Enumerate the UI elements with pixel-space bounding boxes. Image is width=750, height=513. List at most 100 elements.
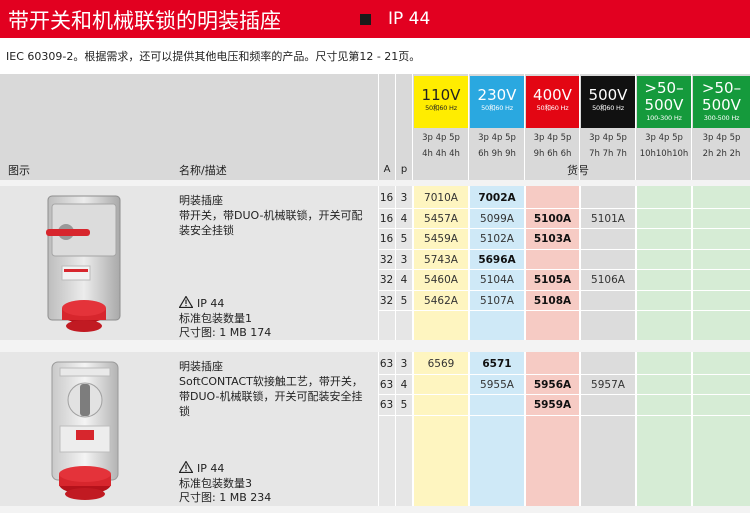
order-number: 5103A: [533, 233, 572, 245]
warning-triangle-icon: [179, 296, 193, 308]
order-column-body: [581, 352, 635, 506]
product-2-dims: 尺寸图: 1 MB 234: [179, 491, 272, 504]
order-column-body: [581, 186, 635, 340]
pole-cell: 5: [400, 233, 408, 245]
product-2-name: 明装插座: [179, 360, 223, 373]
column-divider: [468, 352, 469, 506]
voltage-header-6: >50– 500V 300-500 Hz: [693, 76, 750, 128]
intro-text: IEC 60309-2。根据需求，还可以提供其他电压和频率的产品。尺寸见第12 …: [6, 50, 421, 63]
order-number: 6569: [427, 358, 455, 370]
amp-cell: 32: [379, 253, 394, 266]
order-number-header: 货号: [567, 164, 589, 177]
amp-cell: 32: [379, 274, 394, 286]
order-column-body: [470, 352, 524, 506]
product-1-footer: IP 44 标准包装数量1 尺寸图: 1 MB 174: [179, 296, 271, 341]
pin-line: 3p 4p 5p: [478, 133, 516, 143]
pin-line: 10h10h10h: [639, 149, 689, 159]
pin-line: 6h 9h 9h: [478, 149, 516, 159]
amp-cell: 32: [379, 294, 394, 307]
order-column-body: [414, 352, 468, 506]
column-divider: [524, 352, 525, 506]
voltage-header-2: 230V 50和60 Hz: [470, 76, 524, 128]
image-column-header: 图示: [8, 164, 30, 177]
order-number: 5101A: [591, 212, 625, 225]
order-number: 5100A: [533, 212, 572, 225]
column-divider: [691, 352, 692, 506]
pin-line: 3p 4p 5p: [589, 133, 627, 143]
frequency-label: 50和60 Hz: [536, 104, 569, 112]
voltage-header-5: >50– 500V 100-300 Hz: [637, 76, 691, 128]
pole-cell: 3: [400, 192, 408, 204]
frequency-label: 300-500 Hz: [703, 114, 740, 122]
column-divider: [395, 352, 396, 506]
order-number: 5108A: [533, 294, 572, 307]
voltage-label: 400V: [533, 86, 572, 104]
amp-cell: 63: [379, 358, 394, 370]
pin-config-1: 3p 4p 5p 4h 4h 4h: [414, 130, 468, 166]
order-number: 5107A: [480, 294, 514, 307]
product-1-name: 明装插座: [179, 194, 223, 207]
order-number: 5106A: [591, 274, 625, 286]
product-2-detail: SoftCONTACT软接触工艺，带开关，带DUO-机械联锁，开关可配装安全挂锁: [179, 375, 363, 418]
column-divider: [378, 352, 379, 506]
voltage-header-3: 400V 50和60 Hz: [526, 76, 579, 128]
product-1-description-panel: [178, 186, 378, 340]
column-divider: [635, 74, 636, 180]
row-divider: [378, 228, 750, 229]
voltage-label: 110V: [421, 86, 461, 104]
column-divider: [579, 186, 580, 340]
pin-line: 9h 6h 6h: [533, 149, 572, 159]
product-separator: [0, 340, 750, 352]
row-divider: [378, 394, 750, 395]
pin-config-2: 3p 4p 5p 6h 9h 9h: [470, 130, 524, 166]
row-divider: [378, 248, 750, 250]
order-number: 5102A: [480, 233, 514, 245]
pole-cell: 4: [400, 378, 408, 391]
page-header: 带开关和机械联锁的明装插座 IP 44: [0, 0, 750, 38]
order-number: 5955A: [480, 378, 514, 391]
column-divider: [524, 74, 525, 180]
voltage-label: 230V: [477, 86, 517, 104]
warning-triangle-icon: [179, 461, 193, 473]
order-number: 5956A: [533, 378, 572, 391]
ip-rating-label: IP 44: [388, 9, 431, 29]
pin-config-5: 3p 4p 5p 10h10h10h: [637, 130, 691, 166]
column-divider: [579, 74, 580, 180]
frequency-label: 100-300 Hz: [646, 114, 682, 122]
voltage-header-4: 500V 50和60 Hz: [581, 76, 635, 128]
amp-cell: 16: [379, 233, 394, 245]
column-divider: [635, 186, 636, 340]
table-gap: [0, 180, 750, 186]
amp-cell: 16: [379, 192, 394, 204]
pin-config-4: 3p 4p 5p 7h 7h 7h: [581, 130, 635, 166]
column-divider: [412, 186, 413, 340]
voltage-label: >50– 500V: [644, 79, 684, 114]
amp-column-header: A: [383, 164, 391, 175]
pole-cell: 5: [400, 294, 408, 307]
black-square-marker: [360, 14, 371, 25]
product-2-pack: 标准包装数量3: [179, 476, 252, 490]
page-title: 带开关和机械联锁的明装插座: [8, 9, 281, 33]
pin-line: 3p 4p 5p: [645, 133, 683, 143]
pin-config-3: 3p 4p 5p 9h 6h 6h: [526, 130, 579, 166]
product-1-pack: 标准包装数量1: [179, 311, 252, 325]
order-number: 7002A: [478, 192, 516, 204]
order-number: 5959A: [533, 399, 572, 411]
table-bottom: [0, 506, 750, 513]
product-1-ip: IP 44: [197, 297, 225, 310]
row-divider: [378, 207, 750, 209]
column-divider: [691, 74, 692, 180]
product-2-footer: IP 44 标准包装数量3 尺寸图: 1 MB 234: [179, 461, 271, 506]
column-divider: [524, 186, 525, 340]
product-2-description: 明装插座 SoftCONTACT软接触工艺，带开关，带DUO-机械联锁，开关可配…: [179, 359, 371, 419]
order-number: 5460A: [424, 274, 458, 286]
pole-column-header: p: [400, 164, 408, 175]
order-number: 5099A: [480, 212, 514, 225]
column-divider: [378, 74, 379, 180]
voltage-label: 500V: [588, 86, 628, 104]
order-column-body: [693, 186, 750, 340]
order-number: 5457A: [424, 212, 458, 225]
order-column-body: [526, 186, 579, 340]
order-column-body: [414, 186, 468, 340]
order-number: 5696A: [478, 253, 516, 266]
